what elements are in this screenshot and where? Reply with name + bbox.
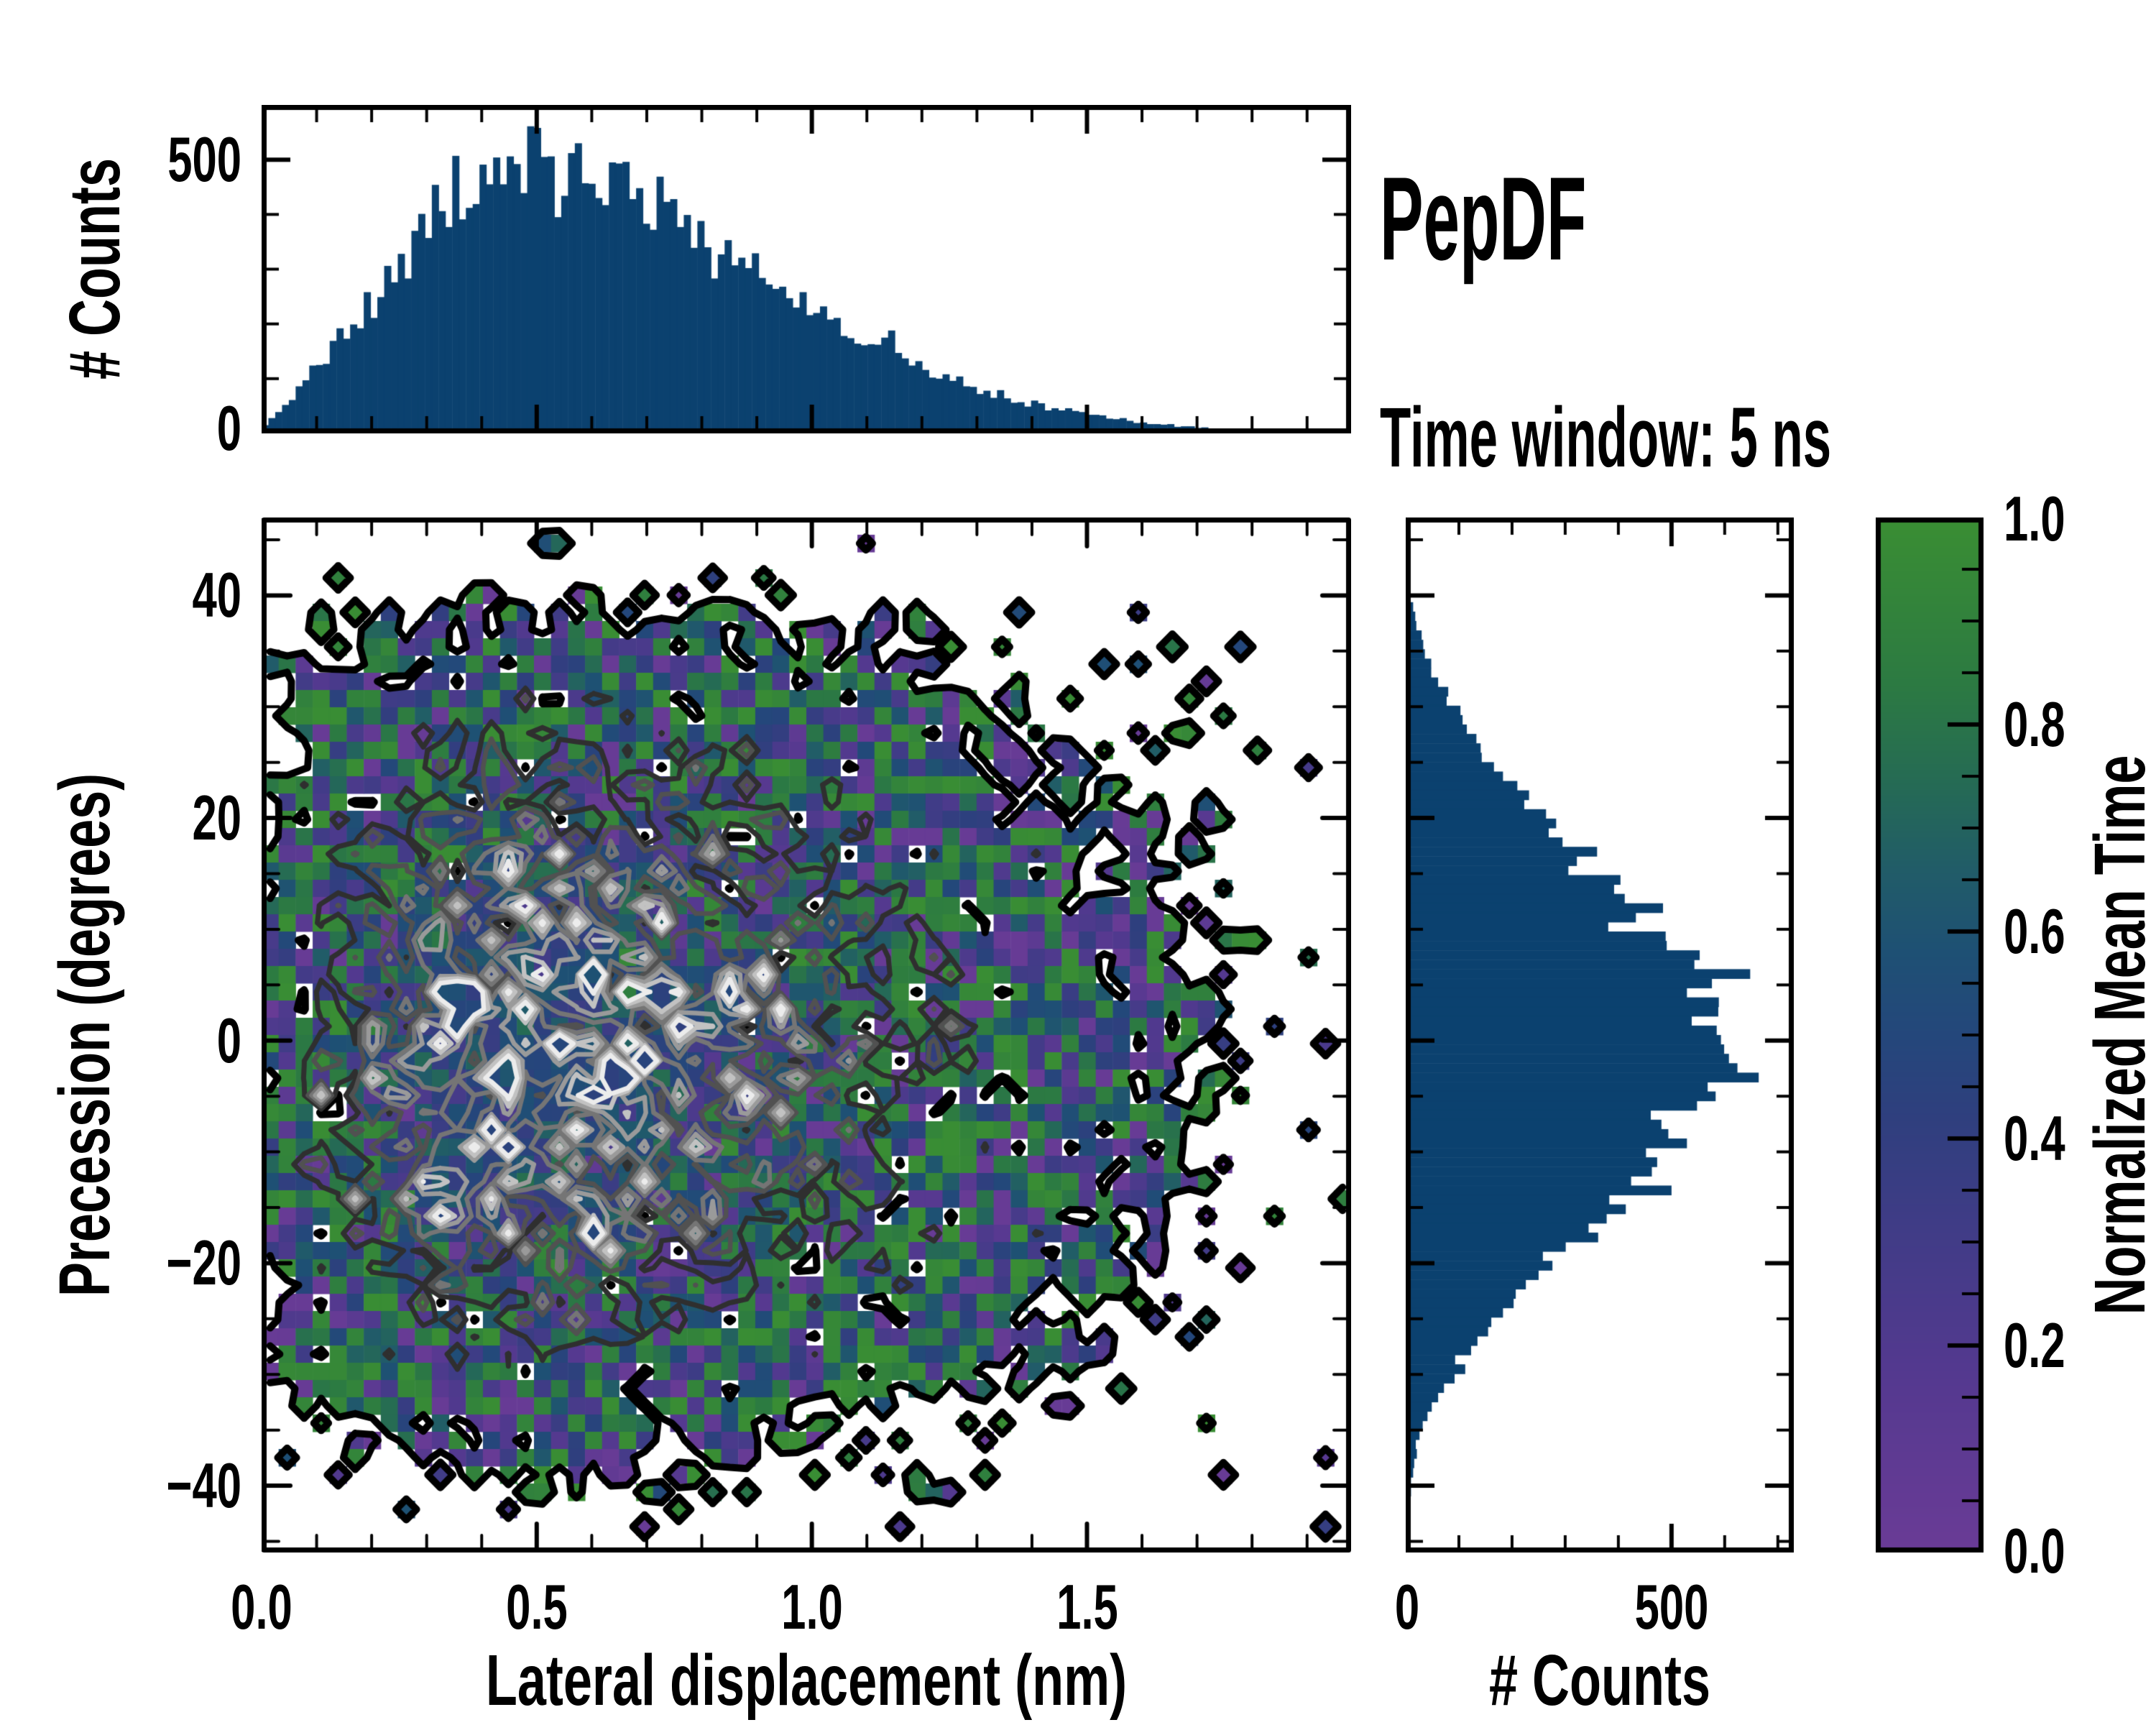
right-hist-xtick-500: 500	[1634, 1571, 1709, 1642]
right-hist-xtick-0: 0	[1394, 1571, 1420, 1642]
main-heatmap	[262, 518, 1351, 1552]
top-hist-ytick-500: 500	[167, 124, 241, 195]
colorbar-tick-0.0: 0.0	[2004, 1515, 2065, 1586]
colorbar-label: Normalized Mean Time	[2080, 755, 2156, 1315]
main-ytick-minus20: −20	[166, 1227, 241, 1298]
main-xtick-0.5: 0.5	[506, 1571, 568, 1642]
colorbar-tick-0.8: 0.8	[2004, 689, 2065, 760]
top-hist-ytick-0: 0	[216, 392, 241, 464]
main-ytick-0: 0	[216, 1005, 241, 1076]
top-marginal-histogram	[262, 105, 1351, 433]
chart-subtitle: Time window: 5 ns	[1380, 390, 1832, 485]
main-ytick-40: 40	[192, 559, 241, 630]
colorbar-tick-1.0: 1.0	[2004, 483, 2065, 554]
colorbar	[1876, 518, 1984, 1552]
main-ytick-minus40: −40	[166, 1450, 241, 1521]
main-xlabel: Lateral displacement (nm)	[485, 1640, 1128, 1721]
colorbar-tick-0.4: 0.4	[2004, 1103, 2065, 1174]
main-ylabel: Precession (degrees)	[45, 773, 125, 1297]
main-xtick-0.0: 0.0	[231, 1571, 292, 1642]
main-xtick-1.0: 1.0	[781, 1571, 843, 1642]
main-xtick-1.5: 1.5	[1056, 1571, 1118, 1642]
main-ytick-20: 20	[192, 782, 241, 853]
colorbar-tick-0.6: 0.6	[2004, 896, 2065, 967]
colorbar-tick-0.2: 0.2	[2004, 1310, 2065, 1381]
right-marginal-histogram	[1406, 518, 1794, 1552]
right-hist-xlabel: # Counts	[1488, 1640, 1711, 1721]
top-hist-ylabel: # Counts	[55, 157, 135, 380]
chart-title: PepDF	[1380, 152, 1587, 285]
